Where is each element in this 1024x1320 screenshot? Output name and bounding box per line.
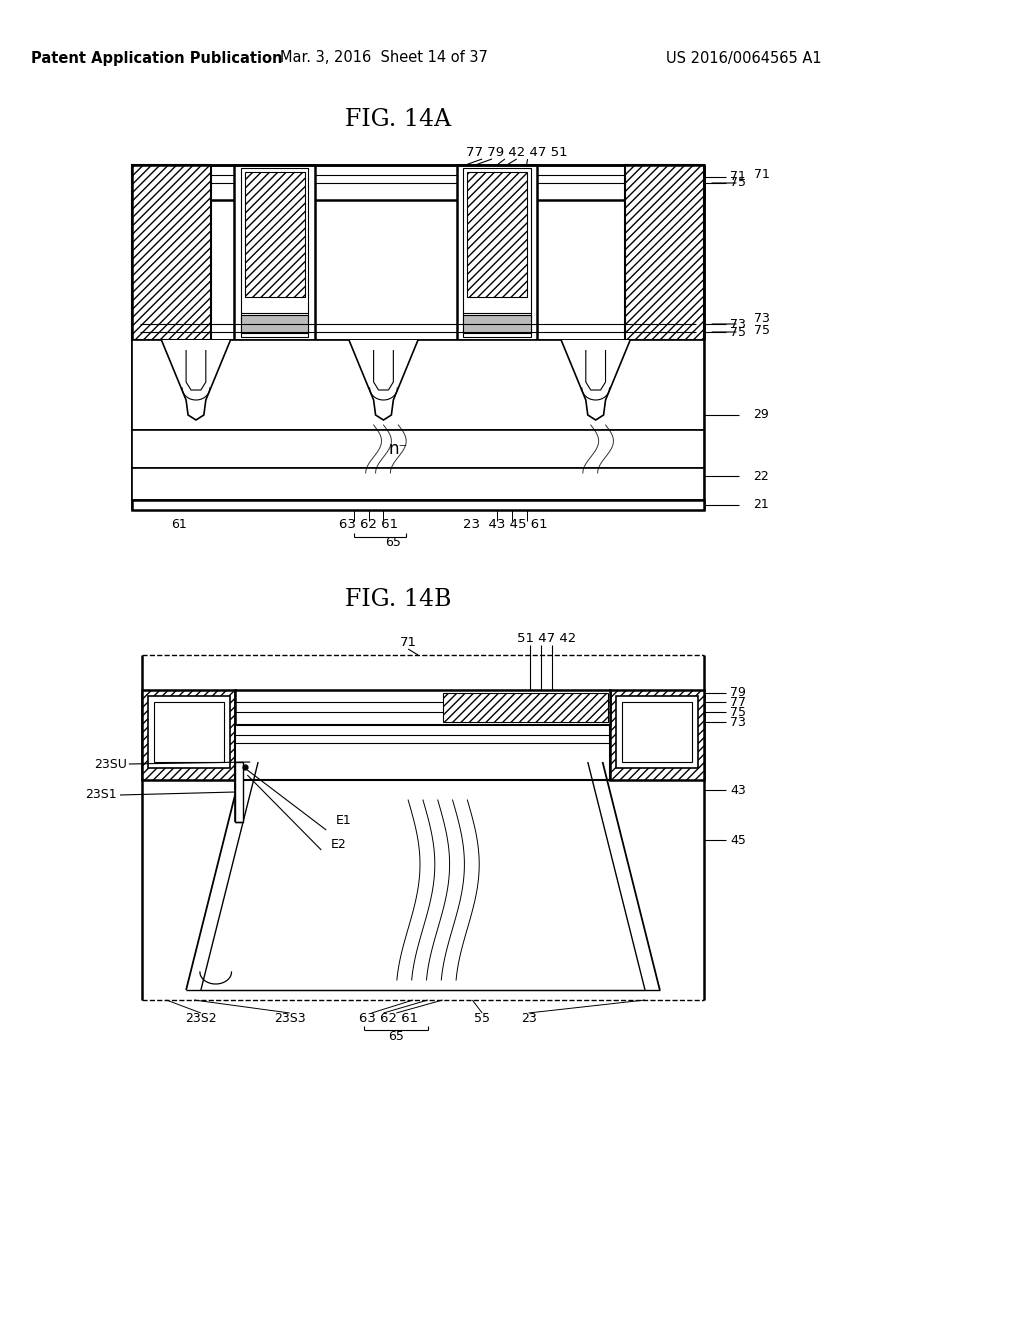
Text: 55: 55 bbox=[474, 1011, 490, 1024]
Text: 71: 71 bbox=[730, 170, 745, 183]
Text: 63 62 61: 63 62 61 bbox=[358, 1011, 418, 1024]
Text: Mar. 3, 2016  Sheet 14 of 37: Mar. 3, 2016 Sheet 14 of 37 bbox=[280, 50, 487, 66]
Text: 23S3: 23S3 bbox=[273, 1011, 305, 1024]
Text: 45: 45 bbox=[730, 833, 745, 846]
Text: US 2016/0064565 A1: US 2016/0064565 A1 bbox=[666, 50, 821, 66]
Polygon shape bbox=[186, 350, 206, 389]
Text: 73: 73 bbox=[730, 318, 745, 330]
Bar bbox=[154, 702, 223, 762]
Bar bbox=[242, 315, 308, 333]
Bar bbox=[236, 725, 610, 780]
Text: 21: 21 bbox=[754, 499, 769, 511]
Text: 43: 43 bbox=[730, 784, 745, 796]
Text: 63 62 61: 63 62 61 bbox=[339, 519, 398, 532]
Bar bbox=[132, 165, 211, 341]
Bar bbox=[464, 315, 530, 333]
Polygon shape bbox=[561, 341, 630, 420]
Bar bbox=[132, 165, 705, 201]
Bar bbox=[141, 690, 236, 780]
Bar bbox=[236, 690, 610, 725]
Text: 23  43 45 61: 23 43 45 61 bbox=[463, 519, 547, 532]
Bar bbox=[246, 172, 304, 297]
Text: 23SU: 23SU bbox=[94, 758, 127, 771]
Bar bbox=[623, 702, 692, 762]
Bar bbox=[442, 693, 607, 722]
Bar bbox=[616, 696, 698, 768]
Bar bbox=[626, 165, 705, 341]
Text: FIG. 14A: FIG. 14A bbox=[345, 108, 452, 132]
Text: 71: 71 bbox=[399, 636, 417, 649]
Bar bbox=[132, 469, 705, 500]
Text: 29: 29 bbox=[754, 408, 769, 421]
Polygon shape bbox=[586, 350, 605, 389]
Text: 75: 75 bbox=[754, 323, 770, 337]
Polygon shape bbox=[374, 350, 393, 389]
Text: 77 79 42 47 51: 77 79 42 47 51 bbox=[466, 145, 567, 158]
Bar bbox=[147, 696, 229, 768]
Text: 71: 71 bbox=[754, 169, 769, 181]
Text: 75: 75 bbox=[730, 705, 745, 718]
Polygon shape bbox=[349, 341, 418, 420]
Text: 23S1: 23S1 bbox=[85, 788, 117, 801]
Bar bbox=[610, 690, 705, 780]
Bar bbox=[457, 165, 538, 341]
Polygon shape bbox=[162, 341, 230, 420]
Text: FIG. 14B: FIG. 14B bbox=[345, 589, 452, 611]
Text: 75: 75 bbox=[730, 326, 745, 338]
Text: E1: E1 bbox=[336, 813, 352, 826]
Bar bbox=[464, 168, 530, 337]
Bar bbox=[132, 430, 705, 469]
Text: 61: 61 bbox=[171, 519, 187, 532]
Text: 23S2: 23S2 bbox=[185, 1011, 217, 1024]
Text: n⁻: n⁻ bbox=[389, 440, 408, 458]
Text: 73: 73 bbox=[730, 715, 745, 729]
Bar bbox=[467, 172, 526, 297]
Bar bbox=[132, 500, 705, 510]
Text: 65: 65 bbox=[385, 536, 401, 549]
Text: 23: 23 bbox=[520, 1011, 537, 1024]
Text: 22: 22 bbox=[754, 470, 769, 483]
Text: 79: 79 bbox=[730, 686, 745, 700]
Text: 73: 73 bbox=[754, 312, 769, 325]
Text: E2: E2 bbox=[331, 838, 347, 851]
Bar bbox=[234, 165, 315, 341]
Bar bbox=[242, 168, 308, 337]
Text: Patent Application Publication: Patent Application Publication bbox=[31, 50, 283, 66]
Bar bbox=[236, 762, 244, 822]
Text: 51 47 42: 51 47 42 bbox=[517, 631, 575, 644]
Bar bbox=[132, 341, 705, 430]
Text: 75: 75 bbox=[730, 177, 745, 190]
Text: 65: 65 bbox=[388, 1030, 404, 1043]
Text: 77: 77 bbox=[730, 696, 745, 709]
